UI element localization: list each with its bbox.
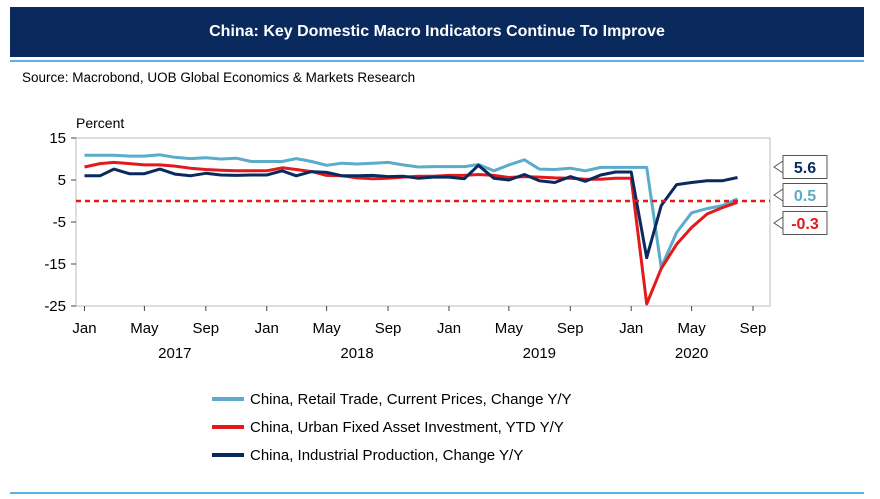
- end-label-pointer: [773, 160, 784, 174]
- legend-label: China, Retail Trade, Current Prices, Cha…: [250, 390, 572, 408]
- x-tick-label: May: [130, 320, 159, 337]
- legend-label: China, Industrial Production, Change Y/Y: [250, 446, 524, 464]
- end-label-box: [782, 155, 828, 179]
- y-tick-label: 5: [58, 172, 66, 189]
- legend: China, Retail Trade, Current Prices, Cha…: [212, 385, 572, 469]
- end-label-pointer: [773, 216, 784, 230]
- x-tick-label: Sep: [557, 320, 584, 337]
- end-label-box: [782, 183, 828, 207]
- y-tick-label: 15: [49, 130, 66, 147]
- y-tick-label: -25: [44, 298, 66, 315]
- bottom-rule: [10, 492, 864, 494]
- end-value-label: -0.3: [791, 216, 819, 233]
- legend-label: China, Urban Fixed Asset Investment, YTD…: [250, 418, 564, 436]
- series-line-2: [84, 160, 738, 306]
- plot-frame: [75, 137, 771, 307]
- title-rule: [10, 60, 864, 62]
- x-tick-label: Jan: [619, 320, 643, 337]
- end-label-pointer: [773, 188, 784, 202]
- legend-swatch: [212, 425, 244, 429]
- y-tick-label: -15: [44, 256, 66, 273]
- x-year-label: 2020: [675, 345, 708, 362]
- title-bar: China: Key Domestic Macro Indicators Con…: [10, 7, 864, 57]
- end-value-label: 5.6: [794, 160, 816, 177]
- legend-swatch: [212, 453, 244, 457]
- x-year-label: 2018: [340, 345, 373, 362]
- y-axis-label: Percent: [76, 115, 124, 131]
- x-tick-label: May: [677, 320, 706, 337]
- chart-title: China: Key Domestic Macro Indicators Con…: [209, 23, 665, 40]
- source-note: Source: Macrobond, UOB Global Economics …: [22, 70, 416, 85]
- y-tick-label: -5: [53, 214, 66, 231]
- x-tick-label: Jan: [437, 320, 461, 337]
- x-tick-label: Jan: [255, 320, 279, 337]
- end-label-box: [782, 211, 828, 235]
- series-line-1: [84, 153, 739, 269]
- legend-item: China, Retail Trade, Current Prices, Cha…: [212, 385, 572, 413]
- legend-swatch: [212, 397, 244, 401]
- x-tick-label: May: [495, 320, 524, 337]
- legend-item: China, Urban Fixed Asset Investment, YTD…: [212, 413, 572, 441]
- x-tick-label: May: [312, 320, 341, 337]
- legend-item: China, Industrial Production, Change Y/Y: [212, 441, 572, 469]
- x-tick-label: Sep: [192, 320, 219, 337]
- x-tick-label: Jan: [72, 320, 96, 337]
- x-tick-label: Sep: [375, 320, 402, 337]
- x-year-label: 2019: [523, 345, 556, 362]
- x-tick-label: Sep: [740, 320, 767, 337]
- end-value-label: 0.5: [794, 188, 816, 205]
- x-year-label: 2017: [158, 345, 191, 362]
- series-line-3: [84, 163, 738, 260]
